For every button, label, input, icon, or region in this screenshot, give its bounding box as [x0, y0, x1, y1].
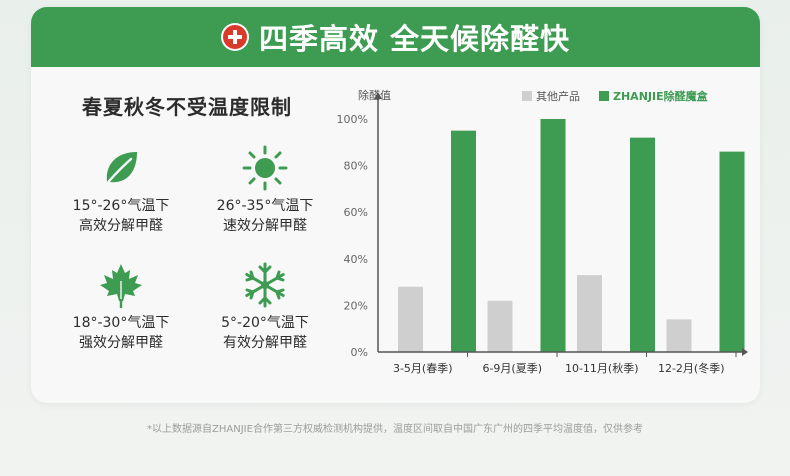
- snowflake-icon: [245, 262, 285, 308]
- legend-label: ZHANJIE除醛魔盒: [613, 89, 709, 103]
- feature-spring: 15°-26°气温下 高效分解甲醛: [56, 144, 186, 236]
- y-tick-label: 40%: [344, 253, 368, 266]
- bar-other-product: [577, 275, 602, 352]
- leaf-icon: [103, 152, 137, 188]
- y-tick-label: 100%: [337, 113, 368, 126]
- feature-autumn-desc: 强效分解甲醛: [79, 335, 163, 351]
- bar-zhanjie: [540, 119, 566, 352]
- chart-bars: [398, 119, 745, 352]
- maple-leaf-icon: [100, 264, 142, 308]
- footnote: *以上数据源自ZHANJIE合作第三方权威检测机构提供，温度区间取自中国广东广州…: [147, 424, 643, 435]
- feature-summer-temp: 26°-35°气温下: [216, 198, 314, 214]
- header-banner: 四季高效 全天候除醛快: [31, 7, 760, 67]
- y-axis-arrow: [374, 92, 382, 99]
- x-tick-label: 3-5月(春季): [393, 362, 453, 375]
- y-tick-label: 20%: [344, 299, 368, 312]
- x-tick-label: 10-11月(秋季): [565, 361, 639, 375]
- feature-spring-temp: 15°-26°气温下: [72, 198, 170, 214]
- feature-autumn-temp: 18°-30°气温下: [72, 315, 170, 331]
- bar-other-product: [487, 300, 513, 352]
- feature-summer: 26°-35°气温下 速效分解甲醛: [200, 144, 330, 236]
- chart-x-ticks: 3-5月(春季) 6-9月(夏季) 10-11月(秋季) 12-2月(冬季): [393, 352, 737, 375]
- feature-autumn: 18°-30°气温下 强效分解甲醛: [56, 261, 186, 353]
- feature-spring-desc: 高效分解甲醛: [79, 218, 163, 234]
- sun-icon: [242, 145, 288, 191]
- feature-winter: 5°-20°气温下 有效分解甲醛: [200, 261, 330, 353]
- bar-other-product: [666, 319, 692, 352]
- main-card: 四季高效 全天候除醛快 春夏秋冬不受温度限制 15°-26°气温下 高效分解甲醛…: [31, 7, 760, 403]
- feature-winter-temp: 5°-20°气温下: [221, 315, 309, 331]
- x-axis-arrow: [742, 348, 748, 356]
- chart-y-ticks: 0% 20% 40% 60% 80% 100%: [337, 113, 368, 359]
- bar-zhanjie: [719, 151, 745, 352]
- seasons-title: 春夏秋冬不受温度限制: [82, 95, 292, 119]
- header-title: 四季高效 全天候除醛快: [258, 22, 571, 56]
- legend-swatch: [522, 91, 532, 101]
- chart-axes: [374, 92, 748, 356]
- bar-zhanjie: [451, 130, 476, 352]
- bar-chart: 除醛值 其他产品 ZHANJIE除醛魔盒 0% 20% 40% 60% 80% 100% 3…: [337, 88, 748, 375]
- legend-label: 其他产品: [536, 89, 580, 103]
- legend-swatch: [599, 91, 609, 101]
- y-tick-label: 80%: [344, 160, 368, 173]
- feature-summer-desc: 速效分解甲醛: [223, 218, 307, 234]
- x-tick-label: 6-9月(夏季): [482, 362, 542, 375]
- bar-zhanjie: [630, 137, 655, 352]
- red-cross-icon: [220, 23, 249, 51]
- x-tick-label: 12-2月(冬季): [658, 361, 725, 375]
- feature-winter-desc: 有效分解甲醛: [223, 335, 307, 351]
- chart-legend: 其他产品 ZHANJIE除醛魔盒: [522, 89, 709, 103]
- y-tick-label: 0%: [351, 346, 368, 359]
- chart-ylabel: 除醛值: [358, 88, 391, 102]
- y-tick-label: 60%: [344, 206, 368, 219]
- bar-other-product: [398, 286, 423, 352]
